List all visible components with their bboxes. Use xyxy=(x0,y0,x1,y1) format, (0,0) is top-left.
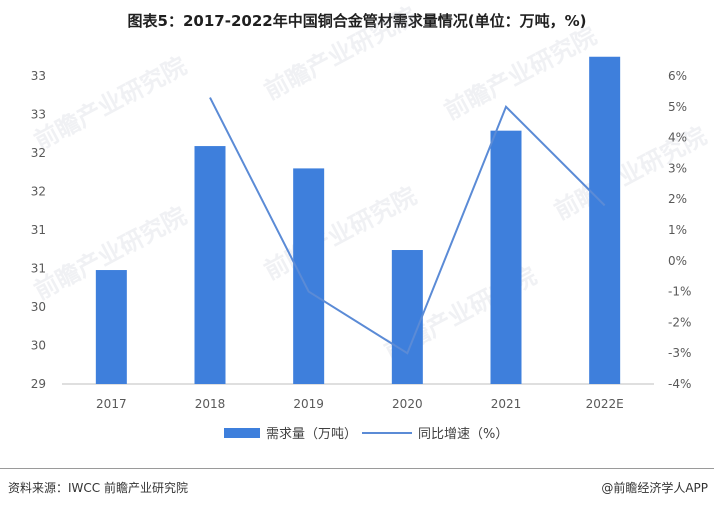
bar-series xyxy=(95,56,621,384)
left-tick-label: 32 xyxy=(31,146,46,160)
left-tick-label: 31 xyxy=(31,223,46,237)
right-tick-label: 0% xyxy=(668,254,687,268)
legend-bar-label: 需求量（万吨） xyxy=(266,427,357,442)
x-axis: 2017 2018 2019 2020 2021 2022E xyxy=(96,397,624,411)
left-tick-label: 30 xyxy=(31,339,46,353)
left-axis: 29 30 30 31 31 32 32 33 33 xyxy=(31,69,46,391)
right-tick-label: 2% xyxy=(668,192,687,206)
watermark-text: 前瞻产业研究院 xyxy=(440,22,601,126)
brand-credit: @前瞻经济学人APP xyxy=(601,481,708,495)
bar-2022E xyxy=(589,56,621,384)
right-tick-label: 6% xyxy=(668,69,687,83)
source-note: 资料来源：IWCC 前瞻产业研究院 xyxy=(8,481,188,495)
right-tick-label: 1% xyxy=(668,223,687,237)
right-axis: -4% -3% -2% -1% 0% 1% 2% 3% 4% 5% 6% xyxy=(668,69,691,391)
right-tick-label: -4% xyxy=(668,377,691,391)
x-tick-label: 2019 xyxy=(293,397,324,411)
footer-divider xyxy=(0,468,714,469)
x-tick-label: 2022E xyxy=(586,397,624,411)
x-tick-label: 2017 xyxy=(96,397,127,411)
chart-area: 前瞻产业研究院前瞻产业研究院前瞻产业研究院前瞻产业研究院前瞻产业研究院前瞻产业研… xyxy=(30,2,711,442)
watermark-text: 前瞻产业研究院 xyxy=(260,2,421,106)
x-tick-label: 2020 xyxy=(392,397,423,411)
left-tick-label: 32 xyxy=(31,185,46,199)
right-tick-label: -1% xyxy=(668,285,691,299)
bar-2021 xyxy=(490,130,522,384)
x-tick-label: 2018 xyxy=(195,397,226,411)
chart-title: 图表5：2017-2022年中国铜合金管材需求量情况(单位：万吨，%) xyxy=(127,12,587,30)
legend: 需求量（万吨） 同比增速（%） xyxy=(224,427,508,442)
legend-line-label: 同比增速（%） xyxy=(418,427,508,442)
left-tick-label: 31 xyxy=(31,262,46,276)
left-tick-label: 29 xyxy=(31,377,46,391)
legend-bar-swatch xyxy=(224,428,260,438)
right-tick-label: -3% xyxy=(668,346,691,360)
x-tick-label: 2021 xyxy=(491,397,522,411)
watermark-text: 前瞻产业研究院 xyxy=(30,52,191,156)
right-tick-label: -2% xyxy=(668,315,691,329)
bar-2018 xyxy=(194,146,226,384)
bar-2020 xyxy=(391,250,423,384)
right-tick-label: 4% xyxy=(668,131,687,145)
right-tick-label: 3% xyxy=(668,161,687,175)
left-tick-label: 33 xyxy=(31,69,46,83)
line-series xyxy=(209,97,606,355)
bar-2017 xyxy=(95,270,127,384)
bar-2019 xyxy=(293,168,325,384)
right-tick-label: 5% xyxy=(668,100,687,114)
left-tick-label: 33 xyxy=(31,108,46,122)
left-tick-label: 30 xyxy=(31,300,46,314)
